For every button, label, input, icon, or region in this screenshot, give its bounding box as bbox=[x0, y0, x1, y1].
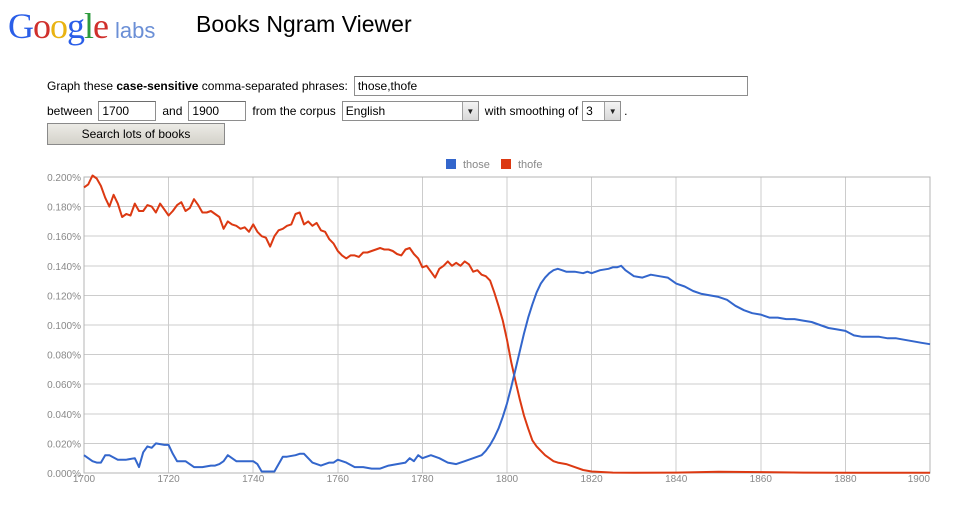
y-tick-label: 0.180% bbox=[47, 203, 81, 214]
corpus-label: from the corpus bbox=[252, 104, 336, 118]
y-tick-label: 0.040% bbox=[47, 410, 81, 421]
phrases-input[interactable] bbox=[353, 76, 748, 96]
series-line-thofe[interactable] bbox=[83, 174, 930, 474]
chart-series bbox=[83, 174, 931, 474]
phrases-label: Graph these case-sensitive comma-separat… bbox=[47, 79, 348, 93]
x-tick-label: 1820 bbox=[580, 474, 603, 485]
start-year-input[interactable] bbox=[98, 101, 157, 121]
chevron-down-icon[interactable]: ▼ bbox=[604, 102, 621, 120]
y-tick-label: 0.060% bbox=[47, 380, 81, 391]
x-tick-label: 1840 bbox=[665, 474, 688, 485]
logo-letter: o bbox=[33, 6, 51, 46]
and-label: and bbox=[162, 104, 183, 118]
smoothing-select[interactable]: 3 ▼ bbox=[582, 101, 622, 121]
logo-letter: o bbox=[50, 6, 68, 46]
x-axis-labels: 1700 1720 1740 1760 1780 1800 1820 1840 1860 1880… bbox=[73, 474, 931, 485]
x-tick-label: 1800 bbox=[496, 474, 519, 485]
y-tick-label: 0.100% bbox=[47, 321, 81, 332]
labs-wordmark: labs bbox=[115, 18, 156, 43]
y-tick-label: 0.200% bbox=[47, 173, 81, 184]
logo-letter: G bbox=[8, 6, 34, 46]
x-tick-label: 1880 bbox=[834, 474, 857, 485]
chevron-down-icon[interactable]: ▼ bbox=[461, 102, 478, 120]
x-tick-label: 1720 bbox=[157, 474, 180, 485]
x-tick-label: 1760 bbox=[327, 474, 350, 485]
x-tick-label: 1900 bbox=[908, 474, 931, 485]
phrases-label-bold: case-sensitive bbox=[116, 79, 199, 93]
legend-label-those[interactable]: those bbox=[463, 159, 490, 171]
smoothing-select-value: 3 bbox=[586, 104, 593, 118]
y-axis-labels: 0.000% 0.020% 0.040% 0.060% 0.080% 0.100% 0.12… bbox=[47, 173, 81, 480]
x-tick-label: 1740 bbox=[242, 474, 265, 485]
end-year-input[interactable] bbox=[188, 101, 247, 121]
legend-label-thofe[interactable]: thofe bbox=[518, 159, 542, 171]
phrases-row: Graph these case-sensitive comma-separat… bbox=[47, 74, 748, 98]
legend-swatch-thofe bbox=[501, 159, 511, 169]
search-button[interactable]: Search lots of books bbox=[47, 123, 225, 145]
series-line-those[interactable] bbox=[83, 264, 931, 473]
x-tick-label: 1780 bbox=[411, 474, 434, 485]
corpus-select-value: English bbox=[345, 104, 386, 118]
period-text: . bbox=[624, 104, 628, 118]
y-tick-label: 0.020% bbox=[47, 439, 81, 450]
y-tick-label: 0.080% bbox=[47, 351, 81, 362]
logo-letter: g bbox=[67, 6, 85, 46]
logo-letter: e bbox=[93, 6, 109, 46]
corpus-select[interactable]: English ▼ bbox=[341, 101, 479, 121]
google-logo-wordmark: Google bbox=[8, 6, 109, 46]
x-tick-label: 1700 bbox=[73, 474, 96, 485]
y-tick-label: 0.120% bbox=[47, 291, 81, 302]
google-labs-logo[interactable]: Google labs bbox=[8, 6, 155, 46]
y-tick-label: 0.160% bbox=[47, 232, 81, 243]
chart-legend[interactable]: those thofe bbox=[446, 159, 542, 171]
phrases-label-prefix: Graph these bbox=[47, 79, 117, 93]
options-row: between and from the corpus English ▼ wi… bbox=[47, 99, 628, 123]
between-label: between bbox=[47, 104, 93, 118]
chart-grid bbox=[83, 176, 931, 474]
phrases-label-suffix: comma-separated phrases: bbox=[198, 79, 348, 93]
logo-letter: l bbox=[84, 6, 94, 46]
app-title: Books Ngram Viewer bbox=[196, 11, 412, 37]
plot-border bbox=[83, 176, 931, 474]
smoothing-label: with smoothing of bbox=[484, 104, 579, 118]
x-tick-label: 1860 bbox=[750, 474, 773, 485]
y-tick-label: 0.000% bbox=[47, 469, 81, 480]
legend-swatch-those bbox=[446, 159, 456, 169]
y-tick-label: 0.140% bbox=[47, 262, 81, 273]
